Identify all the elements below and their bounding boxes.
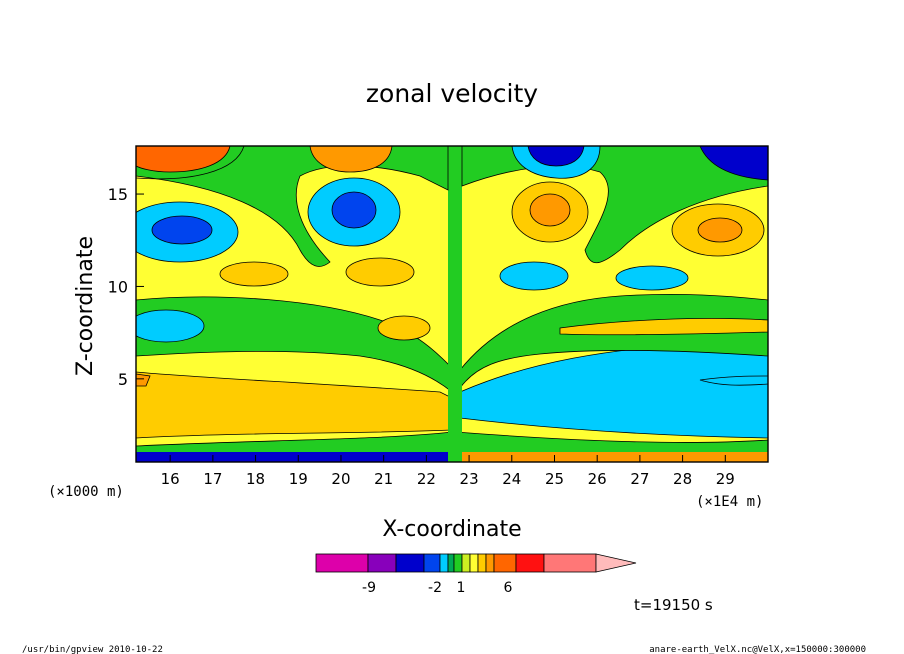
colorbar-label: -2 <box>428 580 442 596</box>
center-green-stripe <box>448 146 462 462</box>
low-cyan-right-mid <box>499 261 569 291</box>
x-tick-label: 21 <box>374 470 393 488</box>
x-tick-label: 18 <box>246 470 265 488</box>
plot-frame <box>135 145 769 463</box>
x-tick-label: 29 <box>716 470 735 488</box>
high-right-edge-core <box>697 217 743 243</box>
band-low-cyan <box>459 339 768 439</box>
colorbar-segment <box>447 553 455 573</box>
colorbar-segment <box>423 553 441 573</box>
colorbar <box>315 553 637 573</box>
high-left-mid <box>219 261 289 287</box>
y-axis-ticks: 5 10 15 <box>108 185 144 389</box>
x-tick-label: 24 <box>502 470 521 488</box>
colorbar-label: -9 <box>362 580 376 596</box>
colorbar-label: 1 <box>457 580 466 596</box>
y-tick-label: 5 <box>118 370 128 389</box>
bottom-orange-strip <box>456 452 768 462</box>
high-top-left-outer <box>136 146 245 180</box>
low-blue-top-right <box>527 146 585 167</box>
footer-left: /usr/bin/gpview 2010-10-22 <box>22 645 163 654</box>
x-axis-label: X-coordinate <box>382 517 521 542</box>
colorbar-segment <box>485 553 495 573</box>
colorbar-segment <box>515 553 545 573</box>
colorbar-segment <box>395 553 425 573</box>
colorbar-segment <box>477 553 487 573</box>
colorbar-label: 6 <box>504 580 513 596</box>
x-tick-label: 26 <box>588 470 607 488</box>
high-right-center-core <box>529 193 571 227</box>
colorbar-segment <box>367 553 397 573</box>
band-mid-green-right <box>459 293 768 390</box>
high-right-strip <box>559 318 768 336</box>
colorbar-segment <box>453 553 463 573</box>
low-cyan-left-mid <box>136 309 205 343</box>
colorbar-segment <box>469 553 479 573</box>
x-tick-label: 20 <box>331 470 350 488</box>
x-tick-label: 25 <box>545 470 564 488</box>
colorbar-segment <box>315 553 369 573</box>
x-tick-label: 27 <box>630 470 649 488</box>
x-unit-left: (×1000 m) <box>48 484 124 500</box>
x-tick-label: 22 <box>417 470 436 488</box>
colorbar-segment <box>543 553 597 573</box>
colorbar-segment <box>439 553 449 573</box>
colorbar-segment <box>461 553 471 573</box>
low-blue-left <box>151 215 213 245</box>
x-axis-ticks: 16 17 18 19 20 21 22 23 24 25 26 27 28 29 <box>161 455 735 488</box>
time-label: t=19150 s <box>634 596 713 614</box>
x-tick-label: 28 <box>673 470 692 488</box>
bottom-blue-strip <box>136 452 452 462</box>
colorbar-segment <box>493 553 517 573</box>
high-center-low <box>377 315 431 341</box>
low-blue-center <box>331 191 377 229</box>
high-top-left <box>136 146 231 173</box>
high-top-center <box>309 146 393 173</box>
y-tick-label: 10 <box>108 277 128 296</box>
y-axis-label: Z-coordinate <box>73 236 98 376</box>
contour-field <box>136 146 768 462</box>
x-tick-label: 16 <box>161 470 180 488</box>
x-tick-label: 23 <box>460 470 479 488</box>
colorbar-extension-arrow <box>595 553 637 573</box>
y-tick-label: 15 <box>108 185 128 204</box>
x-tick-label: 17 <box>203 470 222 488</box>
low-right-edge-strip <box>699 375 768 386</box>
x-unit-right: (×1E4 m) <box>696 494 763 510</box>
low-cyan-right-mid2 <box>615 265 689 291</box>
high-center-mid <box>345 257 415 287</box>
chart-title: zonal velocity <box>366 79 538 108</box>
colorbar-labels: -9 -2 1 6 <box>362 580 513 596</box>
x-tick-label: 19 <box>289 470 308 488</box>
footer-right: anare-earth_VelX.nc@VelX,x=150000:300000 <box>649 645 866 654</box>
high-left-edge <box>136 373 151 387</box>
